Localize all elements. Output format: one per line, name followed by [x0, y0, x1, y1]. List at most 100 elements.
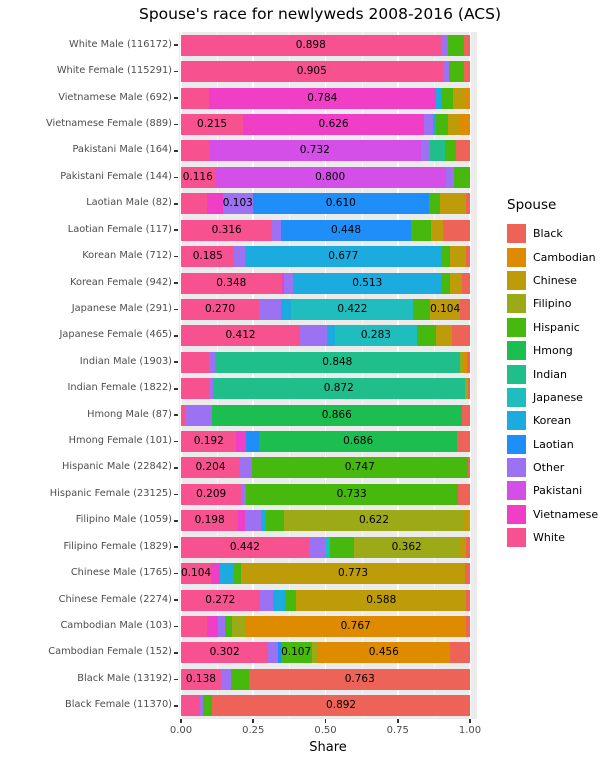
y-tick-mark	[174, 202, 178, 205]
legend-swatch	[507, 341, 526, 361]
x-tick-mark	[252, 719, 255, 723]
bar-segment-hispanic: 0.733	[245, 483, 458, 505]
segment-value-label: 0.104	[430, 302, 461, 315]
y-tick-mark	[174, 414, 178, 416]
plot-panel: 0.898 0.905 0.784 0.215 0.626 0.732 0.116 0.800…	[179, 32, 477, 719]
bar-segment-other	[244, 510, 261, 532]
segment-value-label: 0.732	[299, 144, 330, 157]
segment-value-label: 0.204	[195, 461, 226, 474]
bar-segment-filipino: 0.362	[354, 536, 459, 558]
bar-segment-cambodian	[459, 113, 470, 135]
bar-segment-korean	[432, 113, 437, 135]
segment-value-label: 0.848	[322, 355, 353, 368]
bar-segment-pakistani: 0.800	[214, 166, 446, 188]
bar-segment-other	[209, 351, 215, 373]
segment-value-label: 0.103	[222, 197, 253, 210]
bar-segment-japanese: 0.422	[291, 298, 414, 320]
bar-segment-other	[259, 589, 273, 611]
segment-value-label: 0.362	[391, 540, 422, 553]
bar-segment-vietnamese	[281, 272, 285, 294]
legend-swatch	[507, 317, 526, 337]
bar-segment-laotian	[278, 642, 281, 664]
legend-item-chinese: Chinese	[507, 269, 598, 292]
legend-swatch	[507, 458, 526, 478]
legend-swatch	[507, 434, 526, 454]
segment-value-label: 0.773	[338, 567, 369, 580]
bar-segment-black	[464, 563, 470, 585]
bar-segment-hispanic	[224, 616, 232, 638]
x-tick-mark	[180, 719, 182, 723]
y-axis-label: Vietnamese Male (692)	[58, 91, 172, 103]
y-axis-label: Laotian Male (82)	[86, 197, 172, 209]
y-tick-mark	[174, 361, 178, 364]
legend-item-laotian: Laotian	[507, 433, 598, 456]
x-tick-mark	[324, 719, 327, 723]
bar-segment-white	[181, 351, 210, 373]
y-tick-mark	[174, 678, 178, 681]
segment-value-label: 0.686	[343, 435, 374, 448]
bar-segment-hispanic	[454, 166, 470, 188]
bar-segment-chinese	[435, 325, 453, 347]
x-tick-label: 0.75	[386, 725, 409, 736]
segment-value-label: 0.270	[204, 302, 236, 315]
y-tick-mark	[174, 387, 178, 390]
chart-title: Spouse's race for newlyweds 2008-2016 (A…	[138, 5, 502, 23]
x-tick-label: 0.00	[169, 725, 193, 736]
bar-row: 0.767	[181, 616, 470, 638]
bar-segment-black	[465, 246, 470, 268]
legend: Spouse Black Cambodian Chinese Filipino Hisp…	[507, 197, 598, 549]
segment-value-label: 0.610	[325, 197, 356, 210]
legend-label: Japanese	[533, 390, 583, 404]
bar-segment-cambodian	[466, 87, 470, 109]
y-axis-label: Black Male (13192)	[77, 672, 172, 684]
segment-value-label: 0.763	[344, 672, 375, 685]
y-axis-label: Indian Male (1903)	[79, 355, 172, 367]
legend-item-filipino: Filipino	[507, 292, 598, 315]
bar-segment-other: 0.103	[222, 193, 253, 215]
bar-segment-chinese	[449, 246, 466, 268]
bar-segment-white	[181, 193, 207, 215]
bar-segment-other	[220, 668, 232, 690]
bar-segment-vietnamese	[211, 563, 220, 585]
y-tick-mark	[174, 97, 178, 99]
bar-row: 0.116 0.800	[181, 166, 470, 188]
bar-segment-chinese	[439, 193, 466, 215]
segment-value-label: 0.784	[307, 91, 338, 104]
legend-item-japanese: Japanese	[507, 386, 598, 409]
bar-row: 0.892	[181, 695, 470, 717]
bar-segment-black	[464, 34, 470, 56]
bar-segment-chinese: 0.773	[241, 563, 465, 585]
segment-value-label: 0.866	[321, 408, 352, 421]
segment-value-label: 0.872	[323, 382, 354, 395]
segment-value-label: 0.138	[185, 672, 216, 685]
bar-segment-hispanic	[231, 668, 250, 690]
gridline-minor	[217, 32, 219, 719]
legend-label: Pakistani	[533, 484, 583, 498]
bar-segment-other	[185, 404, 212, 426]
bar-segment-hispanic	[203, 695, 213, 717]
legend-swatch	[507, 481, 526, 501]
bar-segment-white	[181, 87, 210, 109]
legend-swatch	[507, 364, 526, 384]
legend-item-hmong: Hmong	[507, 339, 598, 362]
legend-label: Vietnamese	[533, 507, 599, 521]
bar-segment-korean	[220, 563, 233, 585]
bar-segment-hispanic: 0.107	[280, 642, 312, 664]
bar-segment-other	[200, 695, 204, 717]
bar-segment-white: 0.215	[181, 113, 244, 135]
gridline-major	[469, 32, 471, 719]
y-tick-mark	[174, 308, 178, 311]
segment-value-label: 0.104	[181, 567, 212, 580]
bar-segment-hispanic	[416, 325, 436, 347]
legend-label: Indian	[533, 367, 567, 381]
legend-label: Hispanic	[533, 320, 580, 334]
bar-segment-white: 0.104	[181, 563, 212, 585]
bar-segment-hispanic	[448, 34, 465, 56]
y-tick-mark	[174, 44, 178, 46]
bar-segment-white: 0.412	[181, 325, 301, 347]
bar-segment-white: 0.442	[181, 536, 309, 558]
bar-segment-white	[181, 140, 210, 162]
y-axis-label: Hmong Female (101)	[68, 435, 172, 447]
bar-segment-indian	[429, 140, 445, 162]
gridline-major	[252, 32, 255, 719]
